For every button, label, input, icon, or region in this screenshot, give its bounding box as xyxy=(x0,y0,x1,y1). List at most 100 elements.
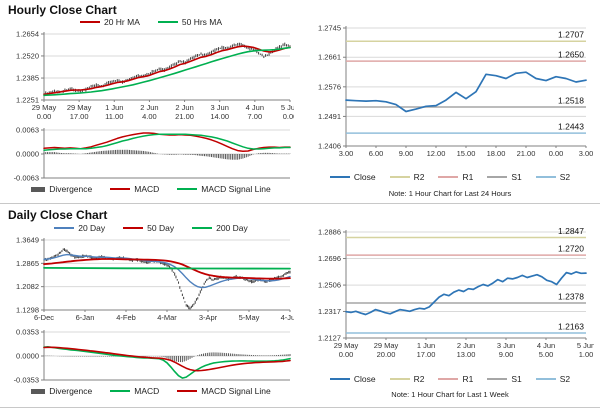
daily-macd-chart: 0.0353 0.0000 -0.0353 xyxy=(14,328,291,384)
hourly-macd-legend: Divergence MACD MACD Signal Line xyxy=(8,184,294,194)
svg-text:0.0000: 0.0000 xyxy=(16,352,39,361)
legend-item-r2: R2 xyxy=(389,172,425,182)
gray-bar-swatch xyxy=(31,186,46,192)
svg-text:4 Jun: 4 Jun xyxy=(246,103,264,112)
legend-label: R2 xyxy=(413,374,425,384)
svg-text:5-May: 5-May xyxy=(239,313,260,322)
legend-item-macd-signal: MACD Signal Line xyxy=(177,184,271,194)
svg-text:0.00: 0.00 xyxy=(283,112,294,121)
legend-item-close: Close xyxy=(329,172,376,182)
lightblue-line-swatch xyxy=(535,176,556,178)
svg-text:4 Jun: 4 Jun xyxy=(537,341,555,350)
legend-label: 20 Hr MA xyxy=(103,17,140,27)
svg-text:1.2251: 1.2251 xyxy=(16,96,39,105)
green-line-swatch xyxy=(177,188,198,190)
daily-pivot-legend: Close R2 R1 S1 S2 xyxy=(306,374,594,384)
hourly-pivot-note: Note: 1 Hour Chart for Last 24 Hours xyxy=(388,189,512,198)
svg-text:9.00: 9.00 xyxy=(399,149,414,158)
legend-item-s2: S2 xyxy=(535,374,570,384)
svg-text:-0.0063: -0.0063 xyxy=(14,174,39,183)
legend-label: Close xyxy=(353,374,376,384)
svg-text:1.2163: 1.2163 xyxy=(558,321,584,331)
svg-text:6-Jan: 6-Jan xyxy=(76,313,95,322)
svg-text:1.2654: 1.2654 xyxy=(16,30,39,39)
svg-text:5 Jun: 5 Jun xyxy=(281,103,294,112)
red-line-swatch xyxy=(123,227,144,229)
svg-text:1.2385: 1.2385 xyxy=(16,74,39,83)
svg-text:7.00: 7.00 xyxy=(248,112,263,121)
legend-item-s1: S1 xyxy=(487,172,522,182)
legend-label: Divergence xyxy=(49,184,93,194)
svg-text:1.2886: 1.2886 xyxy=(318,228,341,237)
legend-label: 20 Day xyxy=(78,223,106,233)
hourly-price-legend: 20 Hr MA 50 Hrs MA xyxy=(8,17,294,27)
section-divider xyxy=(0,203,600,204)
svg-text:1.3649: 1.3649 xyxy=(16,236,39,245)
legend-item-close: Close xyxy=(329,374,376,384)
svg-text:29 May: 29 May xyxy=(67,103,92,112)
lightblue-line-swatch xyxy=(535,378,556,380)
svg-text:17.00: 17.00 xyxy=(417,350,436,359)
legend-label: R1 xyxy=(462,172,474,182)
svg-text:2 Jun: 2 Jun xyxy=(140,103,158,112)
legend-item-50hrs-ma: 50 Hrs MA xyxy=(157,17,222,27)
svg-text:2 Jun: 2 Jun xyxy=(175,103,193,112)
svg-text:0.0000: 0.0000 xyxy=(16,150,39,159)
daily-price-legend: 20 Day 50 Day 200 Day xyxy=(8,223,294,233)
green-line-swatch xyxy=(192,227,213,229)
svg-text:0.00: 0.00 xyxy=(549,149,564,158)
svg-text:29 May: 29 May xyxy=(32,103,57,112)
svg-text:1.1298: 1.1298 xyxy=(16,306,39,315)
svg-text:1.2317: 1.2317 xyxy=(318,307,341,316)
svg-text:1.2520: 1.2520 xyxy=(16,51,39,60)
legend-label: MACD Signal Line xyxy=(201,386,271,396)
svg-text:3.00: 3.00 xyxy=(339,149,354,158)
svg-text:3.00: 3.00 xyxy=(579,149,594,158)
svg-text:11.00: 11.00 xyxy=(105,112,123,121)
red-line-swatch xyxy=(110,188,131,190)
legend-item-macd: MACD xyxy=(110,184,159,194)
svg-text:20.00: 20.00 xyxy=(377,350,396,359)
svg-text:0.0063: 0.0063 xyxy=(16,126,39,135)
legend-label: S1 xyxy=(511,172,522,182)
svg-text:0.00: 0.00 xyxy=(339,350,354,359)
svg-text:12.00: 12.00 xyxy=(427,149,446,158)
svg-text:1.2127: 1.2127 xyxy=(318,334,341,343)
svg-text:3 Jun: 3 Jun xyxy=(497,341,515,350)
svg-text:9.00: 9.00 xyxy=(499,350,514,359)
svg-text:6-Dec: 6-Dec xyxy=(34,313,54,322)
gray-bar-swatch xyxy=(31,388,46,394)
svg-text:4-Feb: 4-Feb xyxy=(116,313,136,322)
svg-text:1.2506: 1.2506 xyxy=(318,281,341,290)
blue-line-swatch xyxy=(54,227,75,229)
gray-line-swatch xyxy=(487,176,508,178)
svg-text:1.2406: 1.2406 xyxy=(318,142,341,151)
svg-text:0.00: 0.00 xyxy=(37,112,52,121)
svg-text:5 Jun: 5 Jun xyxy=(577,341,594,350)
legend-item-macd-signal: MACD Signal Line xyxy=(177,386,271,396)
daily-macd-legend: Divergence MACD MACD Signal Line xyxy=(8,386,294,396)
svg-text:21.00: 21.00 xyxy=(517,149,536,158)
legend-label: R2 xyxy=(413,172,425,182)
legend-item-50day: 50 Day xyxy=(123,223,174,233)
svg-text:1.2847: 1.2847 xyxy=(558,226,584,236)
svg-text:4.00: 4.00 xyxy=(142,112,157,121)
legend-label: MACD xyxy=(134,184,160,194)
blue-line-swatch xyxy=(329,378,350,380)
pink-line-swatch xyxy=(438,176,459,178)
svg-text:1.2576: 1.2576 xyxy=(318,82,341,91)
svg-text:1 Jun: 1 Jun xyxy=(417,341,435,350)
svg-text:3-Apr: 3-Apr xyxy=(199,313,218,322)
legend-item-20hr-ma: 20 Hr MA xyxy=(79,17,140,27)
legend-item-divergence: Divergence xyxy=(31,386,92,396)
svg-text:1.2745: 1.2745 xyxy=(318,24,341,33)
legend-label: MACD xyxy=(134,386,160,396)
svg-text:1 Jun: 1 Jun xyxy=(105,103,123,112)
legend-label: R1 xyxy=(462,374,474,384)
legend-item-r2: R2 xyxy=(389,374,425,384)
legend-item-s2: S2 xyxy=(535,172,570,182)
